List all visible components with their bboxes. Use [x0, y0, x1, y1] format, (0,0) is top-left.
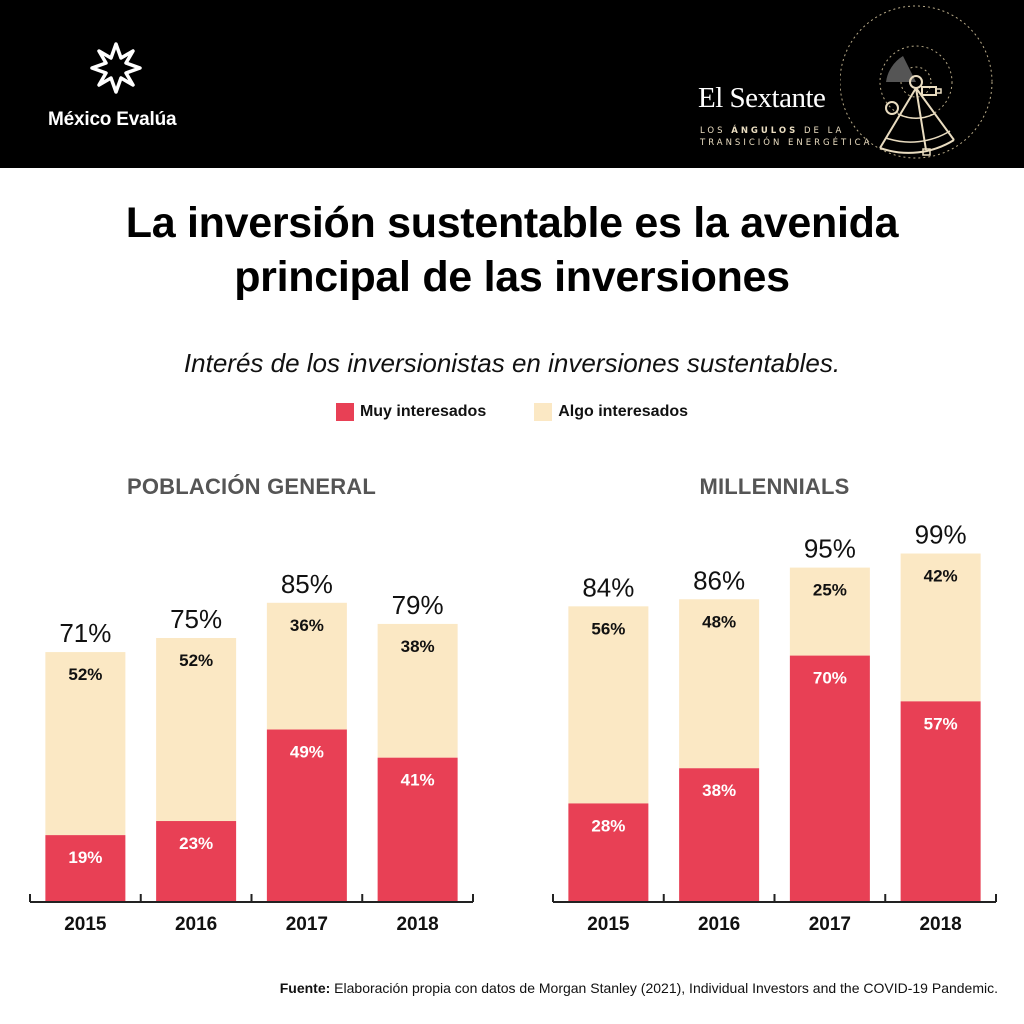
total-label: 79%: [392, 590, 444, 620]
x-tick-label: 2018: [919, 914, 961, 935]
legend: Muy interesados Algo interesados: [0, 403, 1024, 421]
bar-muy-interesados: [266, 729, 347, 902]
data-label-muy: 49%: [290, 743, 324, 762]
panel-title-millennials: MILLENNIALS: [699, 474, 850, 499]
legend-swatch-algo: [534, 403, 553, 421]
total-label: 84%: [582, 572, 634, 602]
total-label: 86%: [693, 565, 745, 595]
data-label-algo: 56%: [591, 619, 625, 638]
org-name: México Evalúa: [48, 109, 177, 130]
data-label-muy: 41%: [401, 771, 435, 790]
bar-algo-interesados: [568, 606, 649, 804]
bar-algo-interesados: [789, 567, 870, 656]
data-label-muy: 28%: [591, 816, 625, 835]
bar-algo-interesados: [377, 623, 458, 758]
legend-label-muy: Muy interesados: [359, 403, 487, 420]
legend-label-algo: Algo interesados: [558, 403, 689, 420]
bar-algo-interesados: [156, 638, 237, 822]
chart-subtitle: Interés de los inversionistas en inversi…: [183, 348, 841, 378]
legend-swatch-muy: [335, 403, 354, 421]
data-label-algo: 48%: [702, 612, 736, 631]
bar-muy-interesados: [156, 821, 237, 902]
data-label-algo: 52%: [68, 665, 102, 684]
source-note: Fuente: Elaboración propia con datos de …: [279, 980, 998, 996]
data-label-algo: 25%: [813, 581, 847, 600]
data-label-algo: 36%: [290, 616, 324, 635]
bar-muy-interesados: [789, 655, 870, 902]
x-tick-label: 2018: [396, 914, 438, 935]
mexico-evalua-star-icon: [90, 42, 142, 94]
data-label-algo: 52%: [179, 651, 213, 670]
x-tick-label: 2017: [809, 914, 851, 935]
bar-muy-interesados: [900, 701, 981, 902]
total-label: 85%: [281, 569, 333, 599]
bar-algo-interesados: [900, 553, 981, 702]
total-label: 75%: [170, 604, 222, 634]
panel-title-general: POBLACIÓN GENERAL: [126, 474, 377, 499]
x-tick-label: 2015: [64, 914, 107, 935]
total-label: 99%: [915, 520, 967, 550]
bar-muy-interesados: [679, 768, 760, 902]
bar-algo-interesados: [266, 602, 347, 730]
total-label: 95%: [804, 534, 856, 564]
data-label-muy: 57%: [924, 714, 958, 733]
legend-item-algo: Algo interesados: [534, 403, 688, 421]
brand-title: El Sextante: [698, 82, 826, 114]
data-label-muy: 19%: [68, 848, 102, 867]
x-tick-label: 2016: [698, 914, 740, 935]
chart-title: La inversión sustentable es la avenida p…: [125, 199, 899, 301]
data-label-muy: 38%: [702, 781, 736, 800]
data-label-muy: 23%: [179, 834, 213, 853]
x-tick-label: 2015: [587, 914, 630, 935]
data-label-muy: 70%: [813, 669, 847, 688]
sextant-icon: [840, 5, 993, 159]
total-label: 71%: [59, 618, 111, 648]
bar-muy-interesados: [377, 757, 458, 902]
brand-subtitle: LOS ÁNGULOS DE LA TRANSICIÓN ENERGÉTICA: [700, 126, 873, 148]
data-label-algo: 42%: [924, 567, 958, 586]
data-label-algo: 38%: [401, 637, 435, 656]
header-bar: México Evalúa El Sextante LOS ÁNGULOS DE…: [0, 0, 1024, 168]
bar-algo-interesados: [679, 599, 760, 769]
legend-item-muy: Muy interesados: [335, 403, 487, 421]
bar-muy-interesados: [568, 803, 649, 902]
x-tick-label: 2016: [175, 914, 217, 935]
x-tick-label: 2017: [286, 914, 328, 935]
bar-muy-interesados: [45, 835, 126, 902]
bar-algo-interesados: [45, 652, 126, 836]
